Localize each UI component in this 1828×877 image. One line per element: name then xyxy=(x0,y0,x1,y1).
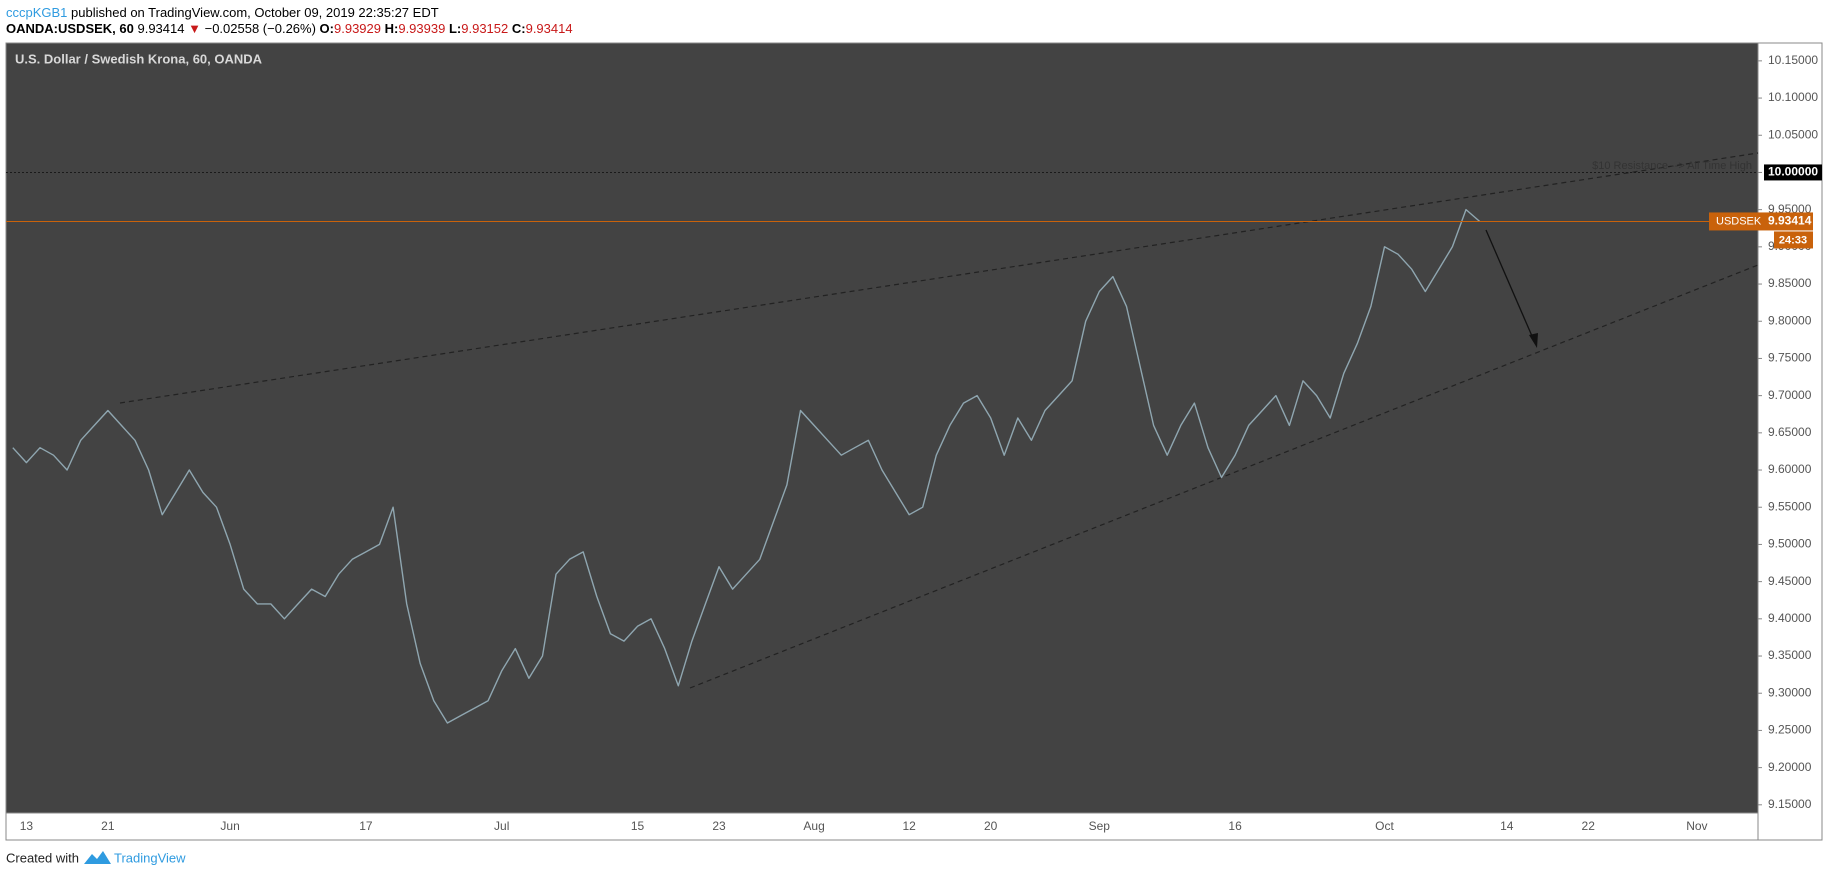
y-tick-label: 9.75000 xyxy=(1768,351,1812,365)
y-tick-label: 9.60000 xyxy=(1768,462,1812,476)
x-tick-label: Jun xyxy=(220,819,239,833)
plot-area xyxy=(6,43,1758,813)
price-label-value: 9.93414 xyxy=(1768,214,1812,228)
y-tick-label: 9.85000 xyxy=(1768,276,1812,290)
price-line xyxy=(12,208,1481,724)
change-arrow: ▼ xyxy=(188,21,201,36)
y-tick-label: 10.05000 xyxy=(1768,127,1818,141)
y-tick-label: 9.40000 xyxy=(1768,611,1812,625)
ohlc-key: L: xyxy=(448,21,462,36)
symbol-line: OANDA:USDSEK, 60 9.93414 ▼ −0.02558 (−0.… xyxy=(6,21,573,36)
x-tick-label: 16 xyxy=(1228,819,1242,833)
y-tick-label: 9.65000 xyxy=(1768,425,1812,439)
y-tick-label: 10.10000 xyxy=(1768,90,1818,104)
x-tick-label: 20 xyxy=(984,819,998,833)
x-tick-label: 15 xyxy=(631,819,645,833)
publish-line: cccpKGB1 published on TradingView.com, O… xyxy=(6,5,439,20)
x-tick-label: Jul xyxy=(494,819,509,833)
x-tick-label: 14 xyxy=(1500,819,1514,833)
price-label-symbol: USDSEK xyxy=(1716,215,1762,227)
ohlc-value: 9.93152 xyxy=(461,21,509,36)
y-tick-label: 9.55000 xyxy=(1768,499,1812,513)
annotation: $10 Resistance --> All Time High xyxy=(1592,160,1752,172)
countdown-box xyxy=(1774,231,1813,249)
y-tick-label: 9.25000 xyxy=(1768,723,1812,737)
x-tick-label: 17 xyxy=(359,819,373,833)
price-label-box xyxy=(1709,212,1813,231)
x-tick-label: Nov xyxy=(1686,819,1707,833)
symbol: OANDA:USDSEK, 60 xyxy=(6,21,134,36)
trend-line xyxy=(689,264,1759,689)
author[interactable]: cccpKGB1 xyxy=(6,5,68,20)
y-tick-label: 9.45000 xyxy=(1768,574,1812,588)
plot xyxy=(6,171,1758,724)
ohlc-value: 9.93414 xyxy=(525,21,573,36)
level-label-box xyxy=(1764,164,1822,181)
chart-frame xyxy=(5,42,1823,841)
y-tick-label: 9.15000 xyxy=(1768,797,1812,811)
footer-text: Created with xyxy=(6,850,79,865)
x-tick-label: 23 xyxy=(712,819,726,833)
logo xyxy=(84,851,111,864)
trend-line xyxy=(119,152,1759,404)
y-tick-label: 10.15000 xyxy=(1768,53,1818,67)
x-tick-label: 22 xyxy=(1582,819,1596,833)
x-tick-label: Oct xyxy=(1375,819,1394,833)
x-tick-label: Sep xyxy=(1089,819,1111,833)
ohlc-key: O: xyxy=(319,21,334,36)
publish-info: published on TradingView.com, October 09… xyxy=(71,5,439,20)
chart-title: U.S. Dollar / Swedish Krona, 60, OANDA xyxy=(15,51,263,66)
y-tick-label: 9.50000 xyxy=(1768,537,1812,551)
change: −0.02558 (−0.26%) xyxy=(204,21,316,36)
countdown: 24:33 xyxy=(1779,234,1807,246)
ohlc: O:9.93929 H:9.93939 L:9.93152 C:9.93414 xyxy=(320,21,573,36)
arrow xyxy=(1485,229,1536,344)
ohlc-key: H: xyxy=(384,21,399,36)
arrow-head xyxy=(1529,333,1538,348)
y-tick-label: 9.95000 xyxy=(1768,202,1812,216)
y-tick-label: 9.35000 xyxy=(1768,648,1812,662)
y-tick-label: 9.30000 xyxy=(1768,685,1812,699)
footer-brand[interactable]: TradingView xyxy=(114,850,186,865)
ohlc-value: 9.93939 xyxy=(398,21,446,36)
last-price: 9.93414 xyxy=(137,21,185,36)
ohlc-key: C: xyxy=(511,21,526,36)
x-tick-label: 13 xyxy=(20,819,34,833)
x-tick-label: 21 xyxy=(101,819,115,833)
x-tick-label: 12 xyxy=(902,819,916,833)
ohlc-value: 9.93929 xyxy=(334,21,381,36)
y-tick-label: 10.00000 xyxy=(1768,165,1818,179)
y-tick-label: 9.70000 xyxy=(1768,388,1812,402)
y-tick-label: 9.90000 xyxy=(1768,239,1812,253)
y-tick-label: 9.80000 xyxy=(1768,313,1812,327)
y-tick-label: 9.20000 xyxy=(1768,760,1812,774)
x-tick-label: Aug xyxy=(803,819,824,833)
